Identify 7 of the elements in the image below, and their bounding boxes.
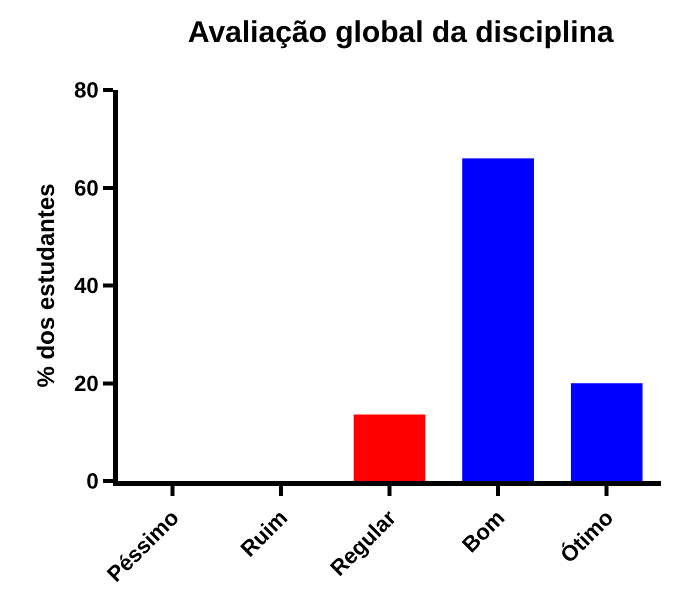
y-tick-label: 40 <box>74 273 99 298</box>
y-tick-label: 80 <box>74 78 99 103</box>
y-axis-title: % dos estudantes <box>33 183 60 388</box>
y-tick-label: 60 <box>74 175 99 200</box>
chart-title: Avaliação global da disciplina <box>188 16 614 49</box>
y-tick-label: 20 <box>74 370 99 396</box>
y-tick-label: 0 <box>86 468 99 494</box>
